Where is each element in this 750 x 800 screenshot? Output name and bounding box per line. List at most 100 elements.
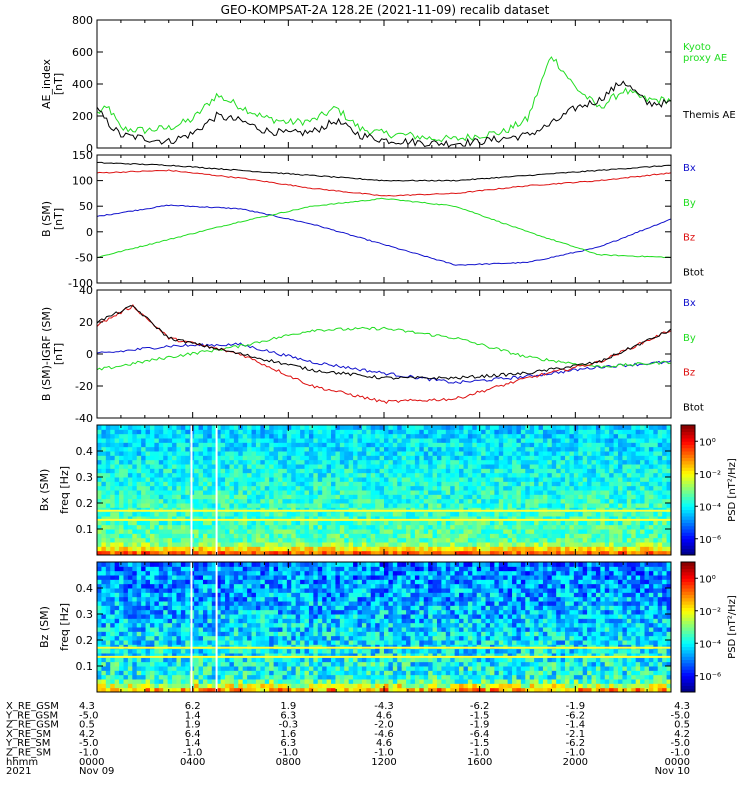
spectrogram-cell — [618, 481, 623, 487]
spectrogram-cell — [194, 622, 200, 628]
spectrogram-cell — [167, 425, 173, 430]
spectrogram-cell — [397, 464, 403, 469]
spectrogram-cell — [591, 451, 597, 456]
spectrogram-cell — [344, 481, 350, 487]
spectrogram-cell — [653, 442, 659, 448]
spectrogram-cell — [565, 477, 570, 482]
spectrogram-cell — [216, 542, 222, 547]
spectrogram-cell — [432, 472, 438, 478]
spectrogram-cell — [145, 511, 151, 517]
spectrogram-cell — [163, 520, 169, 526]
spectrogram-cell — [105, 644, 111, 650]
spectrogram-cell — [331, 546, 336, 552]
spectrogram-cell — [220, 524, 226, 530]
spectrogram-cell — [591, 442, 597, 448]
spectrogram-cell — [198, 679, 204, 684]
spectrogram-cell — [207, 438, 213, 443]
spectrogram-cell — [494, 524, 500, 530]
spectrogram-cell — [114, 425, 120, 430]
spectrogram-cell — [141, 609, 147, 615]
spectrogram-cell — [172, 679, 177, 684]
spectrogram-cell — [450, 455, 456, 461]
spectrogram-cell — [149, 524, 155, 530]
spectrogram-cell — [587, 438, 593, 443]
spectrogram-cell — [520, 529, 526, 534]
spectrogram-cell — [194, 596, 200, 602]
spectrogram-cell — [516, 459, 522, 465]
spectrogram-cell — [441, 455, 447, 461]
spectrogram-cell — [525, 451, 531, 456]
spectrogram-cell — [127, 562, 133, 567]
spectrogram-cell — [348, 533, 354, 539]
spectrogram-cell — [211, 485, 217, 491]
spectrogram-cell — [172, 490, 177, 495]
spectrogram-cell — [551, 468, 557, 474]
spectrogram-cell — [512, 472, 517, 478]
spectrogram-cell — [172, 562, 177, 567]
spectrogram-cell — [512, 485, 517, 491]
spectrogram-cell — [419, 498, 425, 504]
spectrogram-cell — [339, 459, 345, 465]
spectrogram-cell — [485, 503, 491, 508]
spectrogram-cell — [127, 601, 133, 606]
spectrogram-cell — [255, 472, 261, 478]
spectrogram-cell — [110, 429, 116, 435]
spectrogram-cell — [185, 546, 191, 552]
spectrogram-cell — [119, 468, 124, 474]
spectrogram-cell — [578, 537, 584, 543]
spectrogram-cell — [185, 516, 191, 521]
spectrogram-cell — [604, 459, 610, 465]
spectrogram-cell — [498, 494, 504, 500]
spectrogram-cell — [207, 472, 213, 478]
spectrogram-cell — [238, 433, 244, 439]
spectrogram-cell — [233, 542, 239, 547]
spectrogram-cell — [255, 481, 261, 487]
spectrogram-cell — [176, 546, 182, 552]
spectrogram-cell — [339, 472, 345, 478]
spectrogram-cell — [119, 687, 124, 692]
spectrogram-cell — [149, 477, 155, 482]
spectrogram-cell — [185, 583, 191, 589]
spectrogram-cell — [618, 464, 623, 469]
spectrogram-cell — [176, 588, 182, 593]
spectrogram-cell — [344, 550, 350, 555]
spectrogram-cell — [384, 425, 389, 430]
spectrogram-cell — [538, 503, 544, 508]
spectrogram-cell — [419, 507, 425, 513]
spectrogram-cell — [172, 674, 177, 680]
spectrogram-cell — [145, 520, 151, 526]
spectrogram-cell — [242, 446, 248, 452]
spectrogram-cell — [397, 433, 403, 439]
spectrogram-cell — [194, 566, 200, 572]
spectrogram-cell — [273, 446, 279, 452]
spectrogram-cell — [481, 503, 487, 508]
spectrogram-cell — [441, 485, 447, 491]
spectrogram-cell — [176, 670, 182, 676]
spectrogram-cell — [534, 477, 540, 482]
spectrogram-cell — [229, 498, 235, 504]
spectrogram-cell — [489, 485, 495, 491]
y-tick-label: 150 — [72, 149, 93, 162]
spectrogram-cell — [657, 498, 663, 504]
spectrogram-cell — [507, 511, 513, 517]
spectrogram-cell — [406, 459, 411, 465]
spectrogram-cell — [158, 529, 164, 534]
spectrogram-cell — [172, 648, 177, 654]
spectrogram-cell — [127, 592, 133, 598]
spectrogram-cell — [498, 511, 504, 517]
spectrogram-cell — [207, 542, 213, 547]
spectrogram-cell — [600, 529, 606, 534]
spectrogram-cell — [578, 516, 584, 521]
spectrogram-cell — [569, 438, 575, 443]
spectrogram-cell — [282, 550, 288, 555]
spectrogram-cell — [127, 605, 133, 611]
spectrogram-cell — [145, 570, 151, 576]
spectrogram-cell — [158, 622, 164, 628]
spectrogram-cell — [472, 477, 478, 482]
spectrogram-cell — [110, 542, 116, 547]
spectrogram-cell — [489, 446, 495, 452]
spectrogram-cell — [233, 503, 239, 508]
spectrogram-cell — [388, 455, 394, 461]
spectrogram-cell — [260, 490, 266, 495]
spectrogram-cell — [481, 451, 487, 456]
